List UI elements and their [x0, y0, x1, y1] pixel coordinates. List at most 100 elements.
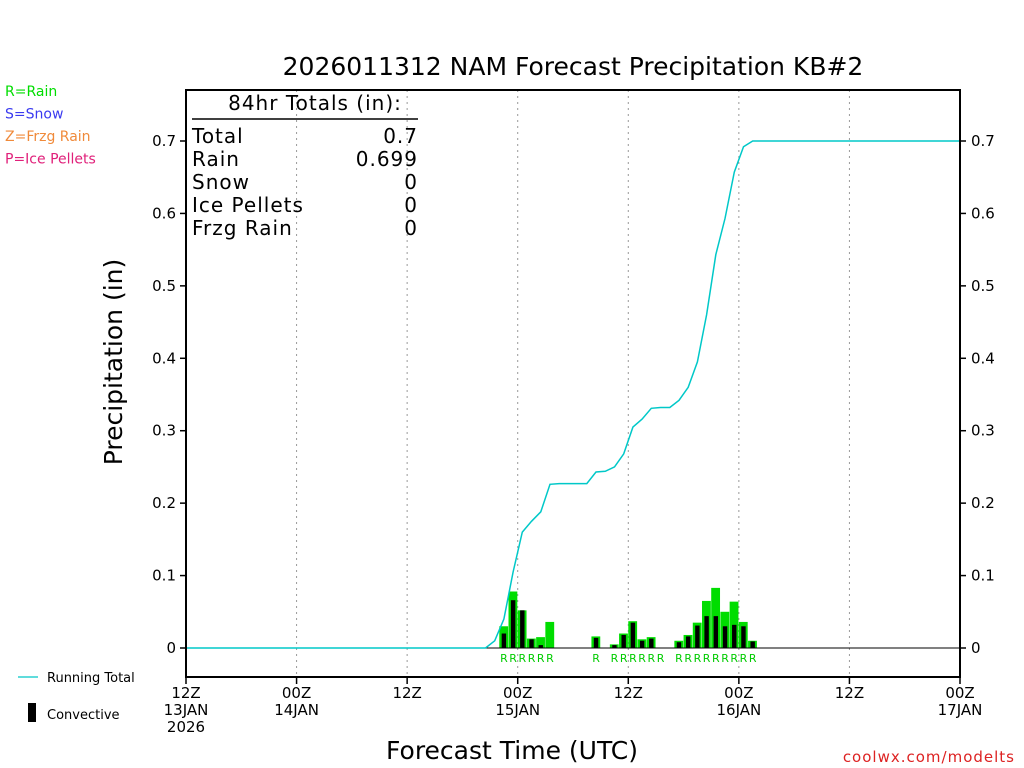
y-tick-label: 0.2	[152, 494, 176, 512]
ptype-marker: R	[712, 652, 720, 665]
x-tick-label: 00Z	[724, 684, 753, 702]
x-tick-label: 00Z	[945, 684, 974, 702]
y-tick-label-right: 0.2	[971, 494, 995, 512]
totals-row-value: 0	[404, 170, 418, 194]
ptype-marker: R	[749, 652, 757, 665]
running-total-series	[186, 140, 960, 649]
convective-bar	[520, 610, 525, 648]
totals-row-value: 0	[404, 216, 418, 240]
totals-row-label: Total	[191, 124, 244, 148]
convective-bars	[501, 600, 755, 648]
ptype-legend-item: S=Snow	[5, 107, 63, 123]
convective-bar	[510, 600, 516, 648]
x-tick-label: 00Z	[282, 684, 311, 702]
y-tick-label: 0	[166, 639, 176, 657]
gridlines	[296, 90, 850, 677]
convective-bar	[704, 616, 709, 648]
convective-bar	[713, 616, 719, 648]
totals-row-value: 0.7	[383, 124, 418, 148]
totals-row-value: 0	[404, 193, 418, 217]
ptype-marker: R	[740, 652, 748, 665]
convective-bar	[621, 634, 626, 648]
convective-bar	[695, 625, 700, 648]
ptype-marker: R	[620, 652, 628, 665]
x-tick-label: 00Z	[503, 684, 532, 702]
ptype-marker: R	[537, 652, 545, 665]
y-tick-label-right: 0	[971, 639, 981, 657]
y-axis-left: 0 0.1 0.2 0.3 0.4 0.5 0.6 0.7	[152, 132, 186, 657]
y-tick-label: 0.6	[152, 204, 176, 222]
x-tick-label: 12Z	[835, 684, 864, 702]
y-tick-label: 0.3	[152, 422, 176, 440]
y-tick-label-right: 0.5	[971, 277, 995, 295]
ptype-marker: R	[647, 652, 655, 665]
ptype-marker: R	[518, 652, 526, 665]
y-tick-label-right: 0.7	[971, 132, 995, 150]
totals-row-value: 0.699	[356, 147, 418, 171]
ptype-marker: R	[703, 652, 711, 665]
precip-bar	[545, 621, 555, 648]
y-tick-label: 0.4	[152, 349, 176, 367]
y-axis-label: Precipitation (in)	[99, 259, 128, 466]
x-tick-label: 12Z	[392, 684, 421, 702]
ptype-marker: R	[730, 652, 738, 665]
y-tick-label: 0.5	[152, 277, 176, 295]
totals-box: 84hr Totals (in): Total 0.7 Rain 0.699 Snow 0…	[191, 91, 418, 240]
x-tick-label: 2026	[167, 718, 205, 736]
convective-bar	[630, 622, 636, 648]
convective-legend-swatch	[28, 703, 36, 722]
ptype-marker: R	[721, 652, 729, 665]
convective-bar	[649, 638, 654, 648]
ptype-marker: R	[509, 652, 517, 665]
ptype-marker: R	[694, 652, 702, 665]
x-tick-label: 16JAN	[716, 701, 761, 719]
convective-bar	[593, 637, 599, 648]
ptype-marker: R	[629, 652, 637, 665]
ptype-legend: R=Rain S=Snow Z=Frzg Rain P=Ice Pellets	[5, 84, 96, 168]
y-tick-label-right: 0.1	[971, 567, 995, 585]
ptype-marker: R	[592, 652, 600, 665]
precip-bars	[499, 587, 757, 648]
convective-bar	[722, 626, 728, 648]
ptype-marker: R	[500, 652, 508, 665]
ptype-marker: R	[684, 652, 692, 665]
x-tick-label: 12Z	[614, 684, 643, 702]
ptype-legend-item: R=Rain	[5, 84, 57, 100]
chart-title: 2026011312 NAM Forecast Precipitation KB…	[283, 52, 864, 81]
x-tick-label: 13JAN	[164, 701, 209, 719]
convective-bar	[676, 642, 682, 648]
ptype-marker: R	[546, 652, 554, 665]
ptype-legend-item: Z=Frzg Rain	[5, 129, 91, 145]
y-tick-label-right: 0.3	[971, 422, 995, 440]
x-tick-label: 12Z	[171, 684, 200, 702]
totals-row-label: Frzg Rain	[192, 216, 293, 240]
ptype-marker: R	[675, 652, 683, 665]
y-tick-label: 0.1	[152, 567, 176, 585]
convective-bar	[750, 641, 755, 648]
totals-header: 84hr Totals (in):	[228, 91, 402, 115]
y-tick-label: 0.7	[152, 132, 176, 150]
running-total-legend-label: Running Total	[47, 671, 135, 686]
x-axis-label: Forecast Time (UTC)	[386, 736, 638, 765]
convective-bar	[732, 624, 737, 648]
convective-bar	[639, 640, 645, 648]
y-axis-right: 0 0.1 0.2 0.3 0.4 0.5 0.6 0.7	[960, 132, 995, 657]
bottom-legend: Running Total Convective	[18, 671, 135, 723]
x-tick-label: 17JAN	[938, 701, 983, 719]
convective-bar	[538, 645, 543, 648]
ptype-marker: R	[657, 652, 665, 665]
x-tick-label: 14JAN	[274, 701, 319, 719]
ptype-marker: R	[638, 652, 646, 665]
ptype-marker: R	[611, 652, 619, 665]
y-tick-label-right: 0.6	[971, 204, 995, 222]
ptype-legend-item: P=Ice Pellets	[5, 152, 96, 168]
totals-row-label: Rain	[192, 147, 240, 171]
running-total-line	[186, 140, 960, 649]
convective-bar	[685, 636, 691, 648]
ptype-marker: R	[528, 652, 536, 665]
convective-bar	[612, 645, 617, 648]
convective-bar	[501, 633, 507, 648]
